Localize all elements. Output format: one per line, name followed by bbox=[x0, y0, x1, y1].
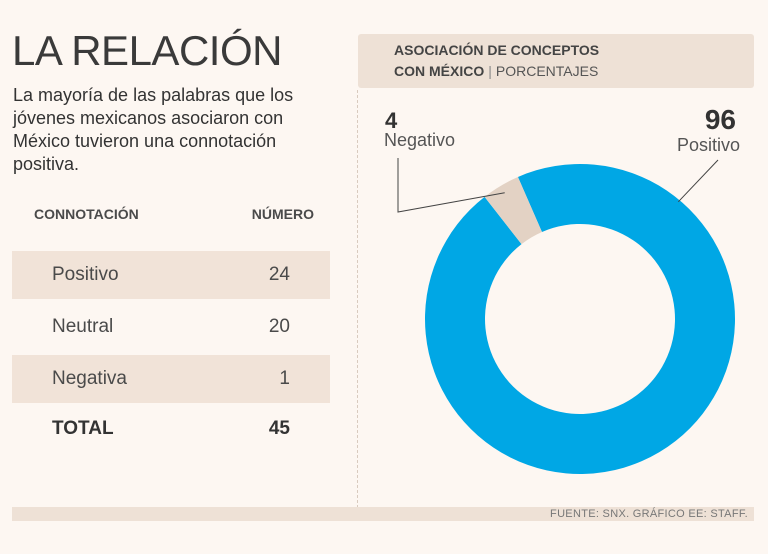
column-header-connotation: CONNOTACIÓN bbox=[34, 206, 139, 222]
data-label-positivo-value: 96 bbox=[705, 104, 736, 135]
row-label: Neutral bbox=[52, 316, 114, 337]
data-label-negativo-value: 4 bbox=[385, 108, 398, 133]
leader-line-negativo bbox=[397, 158, 505, 213]
row-value: 20 bbox=[268, 316, 290, 337]
source-note: FUENTE: SNX. GRÁFICO EE: STAFF. bbox=[550, 508, 748, 520]
lede-text: La mayoría de las palabras que los jóven… bbox=[13, 85, 294, 174]
title-separator: | bbox=[488, 63, 492, 79]
row-value: 24 bbox=[268, 264, 290, 285]
chart-header: ASOCIACIÓN DE CONCEPTOS CON MÉXICO | PORCE… bbox=[358, 34, 754, 88]
donut-slice-positivo bbox=[424, 164, 735, 475]
chart-title-line2: CON MÉXICO bbox=[394, 63, 485, 79]
row-label: Positivo bbox=[52, 264, 119, 285]
page-title: LA RELACIÓN bbox=[12, 27, 282, 74]
column-header-number: NÚMERO bbox=[251, 206, 314, 222]
total-label: TOTAL bbox=[52, 418, 114, 439]
footer-bar: FUENTE: SNX. GRÁFICO EE: STAFF. bbox=[12, 507, 754, 521]
data-label-positivo-name: Positivo bbox=[677, 135, 740, 155]
chart-unit: PORCENTAJES bbox=[495, 63, 599, 79]
table-row: Negativa 1 bbox=[12, 355, 330, 403]
table-row: Neutral 20 bbox=[12, 303, 330, 351]
table-total-row: TOTAL 45 bbox=[12, 405, 330, 453]
donut-slices bbox=[424, 164, 735, 475]
total-value: 45 bbox=[268, 418, 290, 439]
panel-divider bbox=[357, 90, 358, 508]
row-value: 1 bbox=[279, 368, 290, 389]
chart-title-line2-wrap: CON MÉXICO | PORCENTAJES bbox=[394, 63, 598, 79]
row-label: Negativa bbox=[52, 368, 127, 389]
leader-line-positivo bbox=[677, 159, 719, 203]
chart-title-line1: ASOCIACIÓN DE CONCEPTOS bbox=[394, 42, 600, 58]
data-label-negativo-name: Negativo bbox=[384, 130, 455, 150]
table-row: Positivo 24 bbox=[12, 251, 330, 299]
